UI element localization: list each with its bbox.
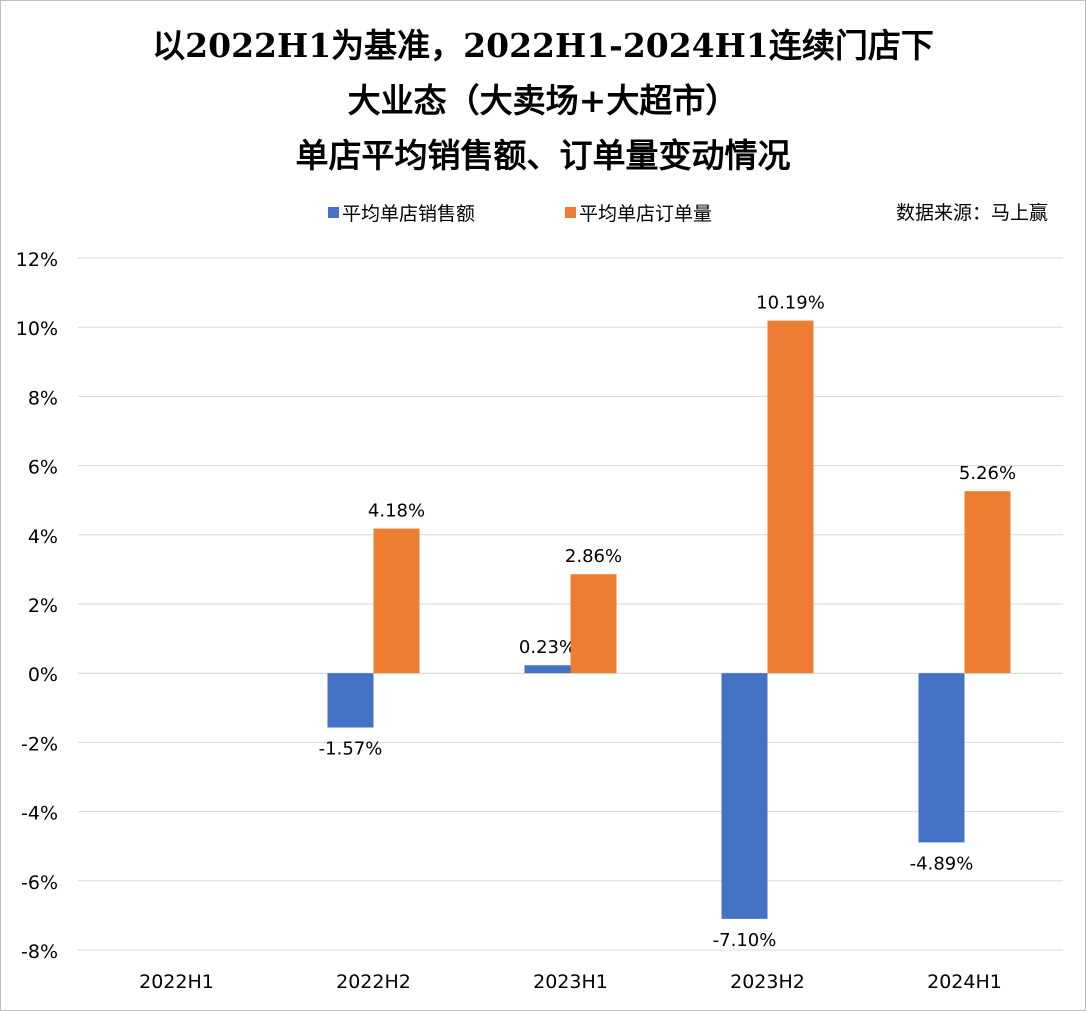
y-tick-label: 12% [16,249,58,271]
data-label: -7.10% [713,930,777,951]
legend-swatch [565,207,576,218]
x-tick-label: 2022H1 [139,971,214,993]
y-tick-label: -6% [21,872,58,894]
data-label: 2.86% [565,546,622,567]
bar-orders [767,320,814,674]
x-tick-label: 2023H1 [533,971,608,993]
source-note: 数据来源：马上赢 [896,202,1048,224]
y-tick-label: -2% [21,733,58,755]
data-label: 0.23% [519,637,576,658]
x-tick-label: 2022H2 [336,971,411,993]
y-tick-label: 0% [28,664,58,686]
legend-label: 平均单店销售额 [342,203,475,225]
data-label: 5.26% [959,463,1016,484]
legend-label: 平均单店订单量 [579,203,712,225]
bar-orders [964,491,1011,674]
y-tick-label: 6% [28,457,58,479]
y-tick-label: -4% [21,803,58,825]
y-tick-label: -8% [21,941,58,963]
title-line-1: 以2022H1为基准，2022H1-2024H1连续门店下 [152,26,934,65]
y-tick-label: 4% [28,526,58,548]
bar-sales [327,673,374,728]
x-tick-label: 2024H1 [927,971,1002,993]
bar-sales [524,665,571,674]
y-tick-label: 2% [28,595,58,617]
title-line-3: 单店平均销售额、订单量变动情况 [295,136,791,175]
y-tick-label: 10% [16,318,58,340]
bar-sales [918,673,965,843]
legend-swatch [328,207,339,218]
y-tick-label: 8% [28,387,58,409]
data-label: 4.18% [368,501,425,522]
chart-title: 以2022H1为基准，2022H1-2024H1连续门店下 大业态（大卖场+大超… [0,18,1086,183]
bar-orders [373,528,420,674]
bar-sales [721,673,768,919]
data-label: 10.19% [756,293,825,314]
title-line-2: 大业态（大卖场+大超市） [347,81,739,120]
bar-orders [570,574,617,674]
data-label: -4.89% [910,853,974,874]
x-tick-label: 2023H2 [730,971,805,993]
data-label: -1.57% [319,739,383,760]
